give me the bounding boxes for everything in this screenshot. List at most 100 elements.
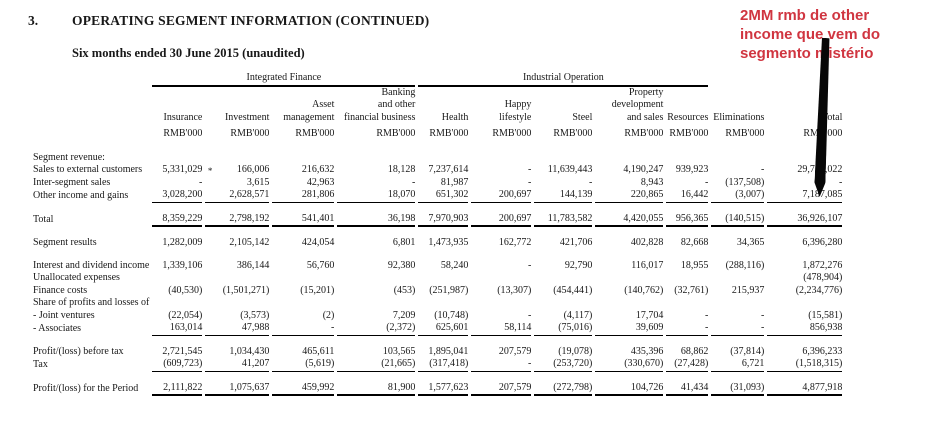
table-row: Unallocated expenses (478,904): [33, 272, 842, 285]
unit-row: RMB'000 RMB'000 RMB'000 RMB'000 RMB'000 RMB'0…: [33, 124, 842, 152]
cell: (272,798): [534, 372, 593, 396]
cell: 92,790: [564, 259, 593, 271]
cell: 651,302: [418, 189, 469, 203]
cell: 939,923: [675, 164, 709, 175]
cell: 58,240: [440, 259, 469, 271]
column-header-10: Total: [821, 111, 843, 123]
cell: [152, 152, 202, 165]
cell: (37,814): [730, 345, 765, 357]
cell: 1,075,637: [205, 372, 270, 396]
cell: (40,530): [168, 284, 203, 296]
table-row: Inter-segment sales - 3,615 42,963 - 81,987 - -…: [33, 177, 842, 190]
cell: [711, 152, 764, 165]
cell: 200,697: [471, 203, 532, 227]
cell: 4,420,055: [595, 203, 664, 227]
cell: (3,573): [240, 309, 270, 321]
cell: -: [666, 322, 709, 336]
cell: 402,828: [630, 237, 664, 248]
cell: (27,428): [666, 358, 709, 372]
spacer-cell: [33, 87, 149, 125]
table-row: Interest and dividend income 1,339,106 386…: [33, 250, 842, 273]
column-header-4: Health: [441, 111, 469, 123]
table-row: Other income and gains 3,028,200 2,628,571…: [33, 189, 843, 203]
cell: (13,307): [497, 284, 532, 296]
unit-label: RMB'000: [376, 128, 416, 139]
cell: (137,508): [725, 176, 765, 188]
cell: (251,987): [429, 284, 469, 296]
cell: -: [711, 322, 765, 336]
cell: 104,726: [595, 372, 664, 396]
column-header-6: Steel: [572, 111, 593, 123]
cell: (140,515): [711, 203, 765, 227]
cell: (609,723): [152, 358, 203, 372]
cell: 82,668: [680, 237, 709, 248]
cell: [534, 152, 592, 165]
cell: (288,116): [725, 259, 765, 271]
unit-label: RMB'000: [163, 128, 203, 139]
cell: 103,565: [382, 345, 416, 357]
table-row: Profit/(loss) before tax 2,721,545 1,034,4…: [33, 336, 842, 359]
cell: 1,282,009: [162, 237, 203, 248]
row-label: - Joint ventures: [33, 309, 95, 321]
cell: -: [528, 259, 532, 271]
cell: 435,396: [630, 345, 664, 357]
cell: [337, 272, 415, 285]
cell: 5,331,029 *: [162, 164, 213, 176]
cell: 215,937: [731, 284, 765, 296]
section-subtitle: Six months ended 30 June 2015 (unaudited…: [72, 46, 305, 60]
cell: 1,895,041: [428, 345, 469, 357]
cell: (454,441): [553, 284, 593, 296]
cell: [152, 297, 202, 310]
cell: -: [528, 164, 532, 175]
annotation-line: income que vem do: [740, 26, 881, 43]
cell: 92,380: [387, 259, 416, 271]
group-header-integrated-finance: Integrated Finance: [152, 72, 416, 87]
cell: (75,016): [534, 322, 593, 336]
column-header-3: Banking and other financial business: [344, 86, 416, 123]
cell: [272, 297, 334, 310]
cell: 7,209: [392, 309, 416, 321]
column-header-8: Resources: [667, 111, 709, 123]
cell: (19,078): [558, 345, 593, 357]
cell: 200,697: [471, 189, 532, 203]
unit-label: RMB'000: [669, 128, 709, 139]
cell: -: [761, 164, 765, 175]
row-label: Share of profits and losses of: [33, 297, 150, 308]
cell: 956,365: [666, 203, 709, 227]
cell: 1,872,276: [802, 259, 843, 271]
cell: -: [412, 176, 416, 188]
column-header-7: Property development and sales: [611, 86, 664, 123]
cell: 465,611: [302, 345, 335, 357]
cell: [337, 297, 415, 310]
cell: 8,359,229: [152, 203, 203, 227]
cell: [595, 272, 663, 285]
row-label: Unallocated expenses: [33, 272, 120, 283]
cell: [205, 272, 269, 285]
cell: 41,434: [666, 372, 709, 396]
cell: -: [528, 309, 532, 321]
unit-label: RMB'000: [429, 128, 469, 139]
row-label: Segment results: [33, 237, 97, 248]
table-row: Total 8,359,229 2,798,192 541,401 36,198 7,97…: [33, 203, 843, 227]
cell: 47,988: [205, 322, 270, 336]
cell: 459,992: [272, 372, 335, 396]
cell: (453): [393, 284, 416, 296]
row-label: Inter-segment sales: [33, 176, 111, 188]
cell: (5,619): [272, 358, 335, 372]
cell: 2,721,545: [162, 345, 203, 357]
unit-label: RMB'000: [492, 128, 532, 139]
cell: [666, 152, 708, 165]
cell: [666, 272, 708, 285]
row-label: Profit/(loss) before tax: [33, 345, 124, 357]
cell: [595, 297, 663, 310]
table-row: Segment results 1,282,009 2,105,142 424,054…: [33, 227, 842, 250]
cell: 281,806: [272, 189, 335, 203]
cell: (15,201): [300, 284, 335, 296]
unit-label: RMB'000: [295, 128, 335, 139]
cell: (10,748): [434, 309, 469, 321]
unit-label: RMB'000: [725, 128, 765, 139]
table-row: - Associates 163,014 47,988- (2,372) 625,601…: [33, 322, 843, 336]
column-header-9: Eliminations: [713, 111, 765, 123]
cell: (317,418): [418, 358, 469, 372]
cell: 386,144: [236, 259, 270, 271]
